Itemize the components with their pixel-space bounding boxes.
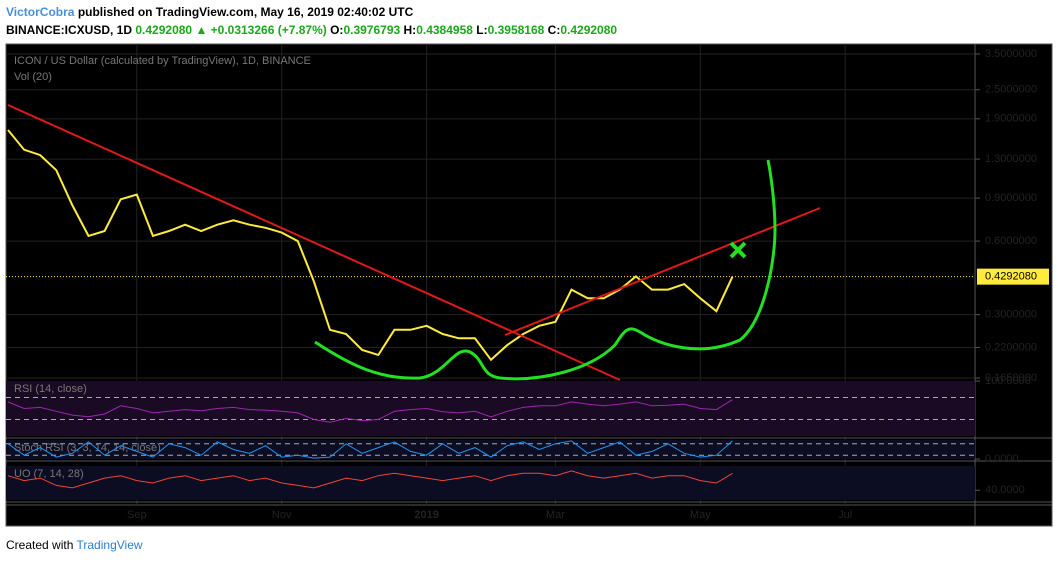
close: 0.4292080	[560, 23, 618, 37]
published: published on TradingView.com, May 16, 20…	[77, 5, 414, 19]
last-price-box	[977, 268, 1049, 285]
y-tick-label: 2.5000000	[985, 84, 1037, 96]
series-line	[7, 470, 733, 489]
brand[interactable]: TradingView	[76, 538, 143, 552]
pane-title: UO (7, 14, 28)	[14, 468, 84, 480]
author[interactable]: VictorCobra	[6, 5, 75, 19]
label: C:	[547, 23, 561, 37]
pattern-drawing	[314, 159, 777, 381]
y-tick-label: 0.6000000	[985, 235, 1037, 247]
y-tick-label: 0.3000000	[985, 309, 1037, 321]
header-line: BINANCE:ICXUSD, 1D 0.4292080 ▲ +0.031326…	[6, 23, 617, 37]
header-line: VictorCobra published on TradingView.com…	[6, 5, 413, 19]
target-mark	[729, 241, 747, 259]
y-tick-label: 1.9000000	[985, 113, 1037, 125]
x-tick-label: Mar	[546, 509, 565, 521]
x-tick-label: Jul	[838, 509, 852, 521]
pane-background	[6, 440, 975, 459]
x-tick-label: Sep	[127, 509, 147, 521]
pane-background	[6, 381, 975, 436]
footer: Created with TradingView	[6, 538, 143, 552]
label: H:	[403, 23, 417, 37]
high: 0.4384958	[416, 23, 473, 37]
series-line	[7, 440, 733, 459]
y-tick-label: 100.0000	[985, 375, 1031, 387]
y-tick-label: 40.0000	[985, 484, 1025, 496]
chart-background	[5, 43, 1053, 527]
chart-subtitle: Vol (20)	[14, 71, 52, 83]
trendline	[7, 104, 621, 381]
series-line	[7, 399, 733, 423]
pane-title: Stoch RSI (3, 3, 14, 14, close)	[14, 442, 161, 454]
label: O:	[330, 23, 344, 37]
y-tick-label: 0.0000	[985, 453, 1019, 465]
footer-text: Created with	[6, 538, 74, 552]
y-tick-label: 3.5000000	[985, 48, 1037, 60]
x-tick-label: May	[690, 509, 711, 521]
open: 0.3976793	[343, 23, 401, 37]
low: 0.3958168	[487, 23, 545, 37]
label: L:	[476, 23, 488, 37]
series-line	[7, 129, 734, 362]
symbol: BINANCE:ICXUSD, 1D	[6, 23, 133, 37]
chart-title: ICON / US Dollar (calculated by TradingV…	[14, 55, 311, 67]
pane-background	[6, 466, 975, 500]
y-tick-label: 1.3000000	[985, 153, 1037, 165]
x-tick-label: Nov	[272, 509, 292, 521]
y-tick-label: 0.9000000	[985, 192, 1037, 204]
y-tick-label: 0.2200000	[985, 341, 1037, 353]
change: ▲ +0.0313266 (+7.87%)	[195, 23, 327, 37]
y-tick-label: 0.1650000	[985, 372, 1037, 384]
last-price-label: 0.4292080	[985, 271, 1037, 283]
pane-title: RSI (14, close)	[14, 383, 87, 395]
x-tick-label: 2019	[414, 509, 438, 521]
trendline	[504, 207, 821, 336]
last: 0.4292080	[135, 23, 193, 37]
